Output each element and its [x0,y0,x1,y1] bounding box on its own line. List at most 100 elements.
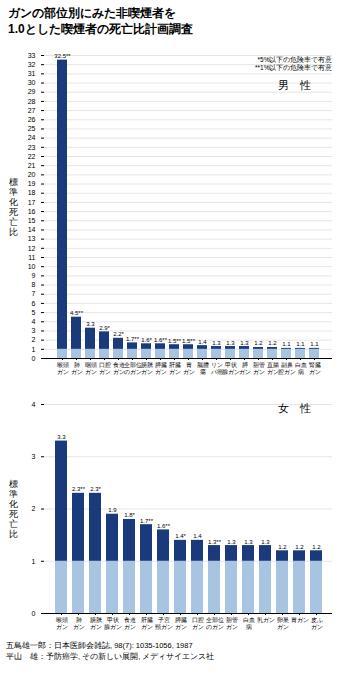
svg-text:膵臓ガン: 膵臓ガン [175,617,187,630]
svg-text:1.3: 1.3 [244,539,253,545]
svg-text:1.6**: 1.6** [154,337,168,343]
svg-text:白血病: 白血病 [295,362,307,375]
svg-text:口腔ガン: 口腔ガン [192,616,204,630]
svg-text:乳ガン: 乳ガン [257,617,275,623]
svg-text:1.4*: 1.4* [175,534,186,540]
svg-text:1.3: 1.3 [227,539,236,545]
svg-text:1.7**: 1.7** [140,518,154,524]
svg-text:10: 10 [28,263,36,270]
svg-text:2: 2 [32,505,36,512]
svg-text:23: 23 [28,144,36,151]
svg-text:白血病: 白血病 [243,617,255,630]
svg-text:19: 19 [28,180,36,187]
svg-text:12: 12 [28,245,36,252]
svg-text:1.2: 1.2 [278,544,287,550]
svg-text:32: 32 [28,61,36,68]
svg-text:5: 5 [32,309,36,316]
svg-text:3.3: 3.3 [57,434,66,440]
svg-text:2.3**: 2.3** [72,487,86,493]
svg-text:咽頭ガン: 咽頭ガン [85,362,97,375]
svg-text:食道ガン: 食道ガン [124,617,136,630]
svg-text:標準化死亡比: 標準化死亡比 [9,178,18,238]
svg-text:喉頭ガン: 喉頭ガン [57,362,69,375]
svg-text:21: 21 [28,162,36,169]
svg-text:20: 20 [28,171,36,178]
svg-text:1.2: 1.2 [254,341,263,347]
svg-text:1.2: 1.2 [268,341,277,347]
svg-text:1.6*: 1.6* [141,337,152,343]
svg-text:3.3: 3.3 [86,321,95,327]
svg-text:1.3: 1.3 [261,539,270,545]
svg-text:24: 24 [28,135,36,142]
svg-text:甲状腺ガン: 甲状腺ガン [222,362,240,375]
svg-text:1.9: 1.9 [108,507,117,513]
svg-text:全部位のガン: 全部位のガン [124,361,142,375]
svg-text:副鼻腔ガン: 副鼻腔ガン [278,362,296,375]
svg-text:1.6**: 1.6** [157,523,171,529]
svg-text:皮ふガン: 皮ふガン [311,617,323,630]
svg-text:肝臓ガン: 肝臓ガン [141,617,153,630]
svg-text:0: 0 [32,355,36,362]
svg-text:25: 25 [28,125,36,132]
svg-text:3: 3 [32,327,36,334]
svg-text:31: 31 [28,70,36,77]
svg-text:1.5**: 1.5** [168,338,182,344]
svg-text:32.5**: 32.5** [54,53,71,59]
svg-text:女 性: 女 性 [278,402,311,414]
svg-text:口腔ガン: 口腔ガン [99,361,111,375]
svg-text:1.5**: 1.5** [182,338,196,344]
svg-text:肺ガン: 肺ガン [71,362,83,375]
svg-text:1.1: 1.1 [282,342,291,348]
svg-text:16: 16 [28,208,36,215]
svg-text:28: 28 [28,98,36,105]
svg-text:胆管ガン: 胆管ガン [226,617,238,630]
svg-text:喉頭ガン: 喉頭ガン [56,617,68,630]
svg-text:標準化死亡比: 標準化死亡比 [9,480,18,539]
svg-text:30: 30 [28,79,36,86]
svg-text:26: 26 [28,116,36,123]
svg-text:肝臓ガン: 肝臓ガン [169,362,181,375]
svg-text:9: 9 [32,272,36,279]
svg-text:胆管ガン: 胆管ガン [253,362,265,375]
svg-text:1.3: 1.3 [226,340,235,346]
svg-text:14: 14 [28,226,36,233]
svg-text:全部位のガン: 全部位のガン [206,616,224,630]
svg-text:7: 7 [32,291,36,298]
svg-text:膵臓ガン: 膵臓ガン [155,362,167,375]
svg-text:胃ガン: 胃ガン [291,617,309,623]
svg-text:1.2: 1.2 [295,544,304,550]
svg-text:1: 1 [32,558,36,565]
svg-text:1.7**: 1.7** [126,336,140,342]
svg-text:1.3: 1.3 [240,340,249,346]
svg-text:3: 3 [32,453,36,460]
svg-text:1.8*: 1.8* [124,513,135,519]
svg-text:1.3**: 1.3** [208,539,222,545]
svg-text:膀胱ガン: 膀胱ガン [141,361,153,375]
svg-text:4.5**: 4.5** [70,310,84,316]
svg-text:0: 0 [32,610,36,617]
svg-text:2.3*: 2.3* [90,487,101,493]
svg-text:33: 33 [28,52,36,59]
svg-text:8: 8 [32,281,36,288]
svg-text:27: 27 [28,107,36,114]
svg-text:腎臓ガン: 腎臓ガン [309,362,321,375]
svg-text:1.1: 1.1 [310,342,319,348]
svg-text:*5%以下の危険率で有意**1%以下の危険率で有意: *5%以下の危険率で有意**1%以下の危険率で有意 [255,56,332,71]
svg-text:卵巣ガン: 卵巣ガン [277,616,289,630]
svg-text:11: 11 [28,254,35,261]
svg-text:1.3: 1.3 [212,340,221,346]
svg-text:脳腫瘍: 脳腫瘍 [197,362,209,375]
svg-text:1.4: 1.4 [193,534,202,540]
svg-text:膵ガン: 膵ガン [239,362,251,375]
svg-text:1: 1 [32,346,36,353]
svg-text:2: 2 [32,337,36,344]
svg-text:1.4: 1.4 [198,339,207,345]
svg-text:1.1: 1.1 [296,342,305,348]
svg-text:22: 22 [28,153,36,160]
svg-text:2.2*: 2.2* [113,331,124,337]
svg-text:4: 4 [32,318,36,325]
svg-text:6: 6 [32,300,36,307]
svg-text:17: 17 [28,199,36,206]
svg-text:2.9*: 2.9* [99,325,110,331]
svg-text:15: 15 [28,217,36,224]
